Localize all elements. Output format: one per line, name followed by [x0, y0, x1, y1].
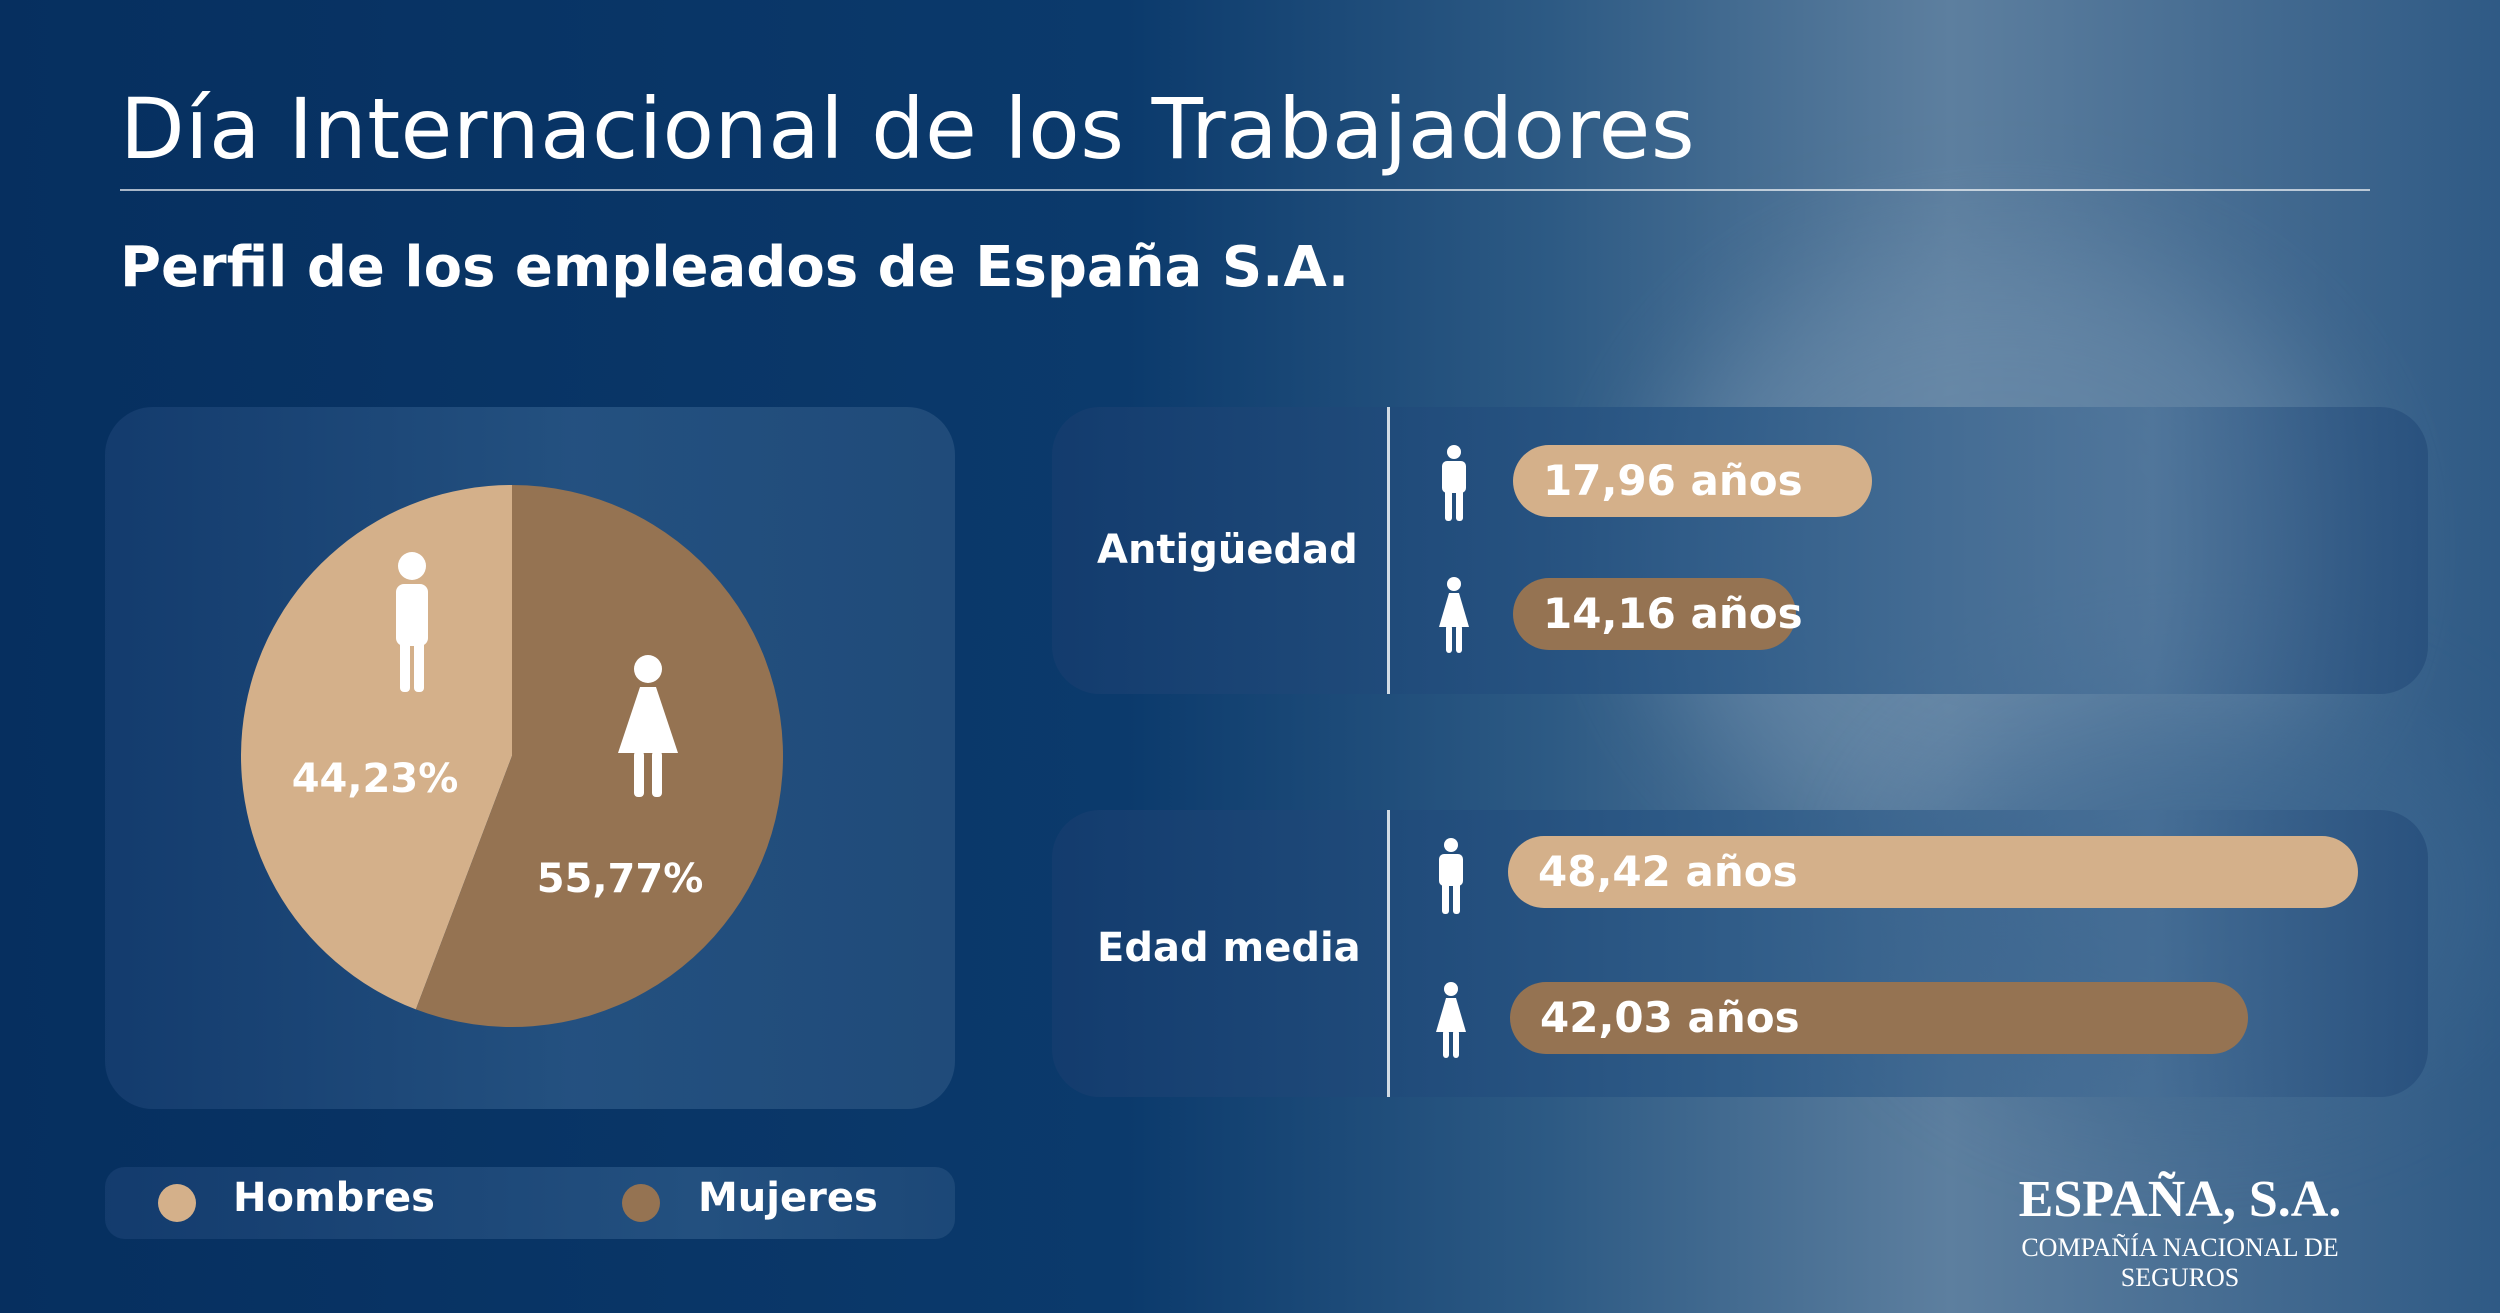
bar-edad-media-hombres: 48,42 años [1508, 836, 2358, 908]
legend-label-hombres: Hombres [233, 1175, 435, 1221]
page-title: Día Internacional de los Trabajadores [120, 80, 1696, 178]
woman-icon [1436, 982, 1466, 1058]
man-icon [1442, 445, 1466, 521]
pie-slice-mujeres [415, 485, 783, 1027]
title-divider [120, 189, 2370, 191]
pie-label-hombres: 44,23% [292, 756, 459, 802]
brand-tagline: COMPAÑÍA NACIONAL DE SEGUROS [2021, 1233, 2339, 1292]
antiguedad-label: Antigüedad [1097, 527, 1358, 573]
edad-media-label: Edad media [1097, 925, 1361, 971]
page-subtitle: Perfil de los empleados de España S.A. [120, 235, 1350, 300]
legend-swatch-hombres [158, 1184, 196, 1222]
gender-pie-panel: 44,23% 55,77% [105, 407, 955, 1109]
panel-divider [1387, 407, 1390, 694]
man-icon [396, 552, 428, 692]
antiguedad-panel: Antigüedad 17,96 años 14,16 años [1052, 407, 2428, 694]
legend [105, 1167, 955, 1239]
man-icon [1439, 838, 1463, 914]
gender-pie-chart: 44,23% 55,77% [241, 485, 783, 1027]
bar-edad-media-mujeres: 42,03 años [1510, 982, 2248, 1054]
woman-icon [618, 655, 678, 797]
panel-divider [1387, 810, 1390, 1097]
legend-swatch-mujeres [622, 1184, 660, 1222]
pie-slice-hombres [241, 485, 513, 1010]
bar-antiguedad-hombres: 17,96 años [1513, 445, 1872, 517]
woman-icon [1439, 577, 1469, 653]
pie-label-mujeres: 55,77% [537, 856, 704, 902]
brand-logo-name: ESPAÑA, S.A. [2018, 1171, 2342, 1228]
legend-label-mujeres: Mujeres [698, 1175, 878, 1221]
bar-antiguedad-mujeres: 14,16 años [1513, 578, 1803, 650]
edad-media-panel: Edad media 48,42 años 42,03 años [1052, 810, 2428, 1097]
